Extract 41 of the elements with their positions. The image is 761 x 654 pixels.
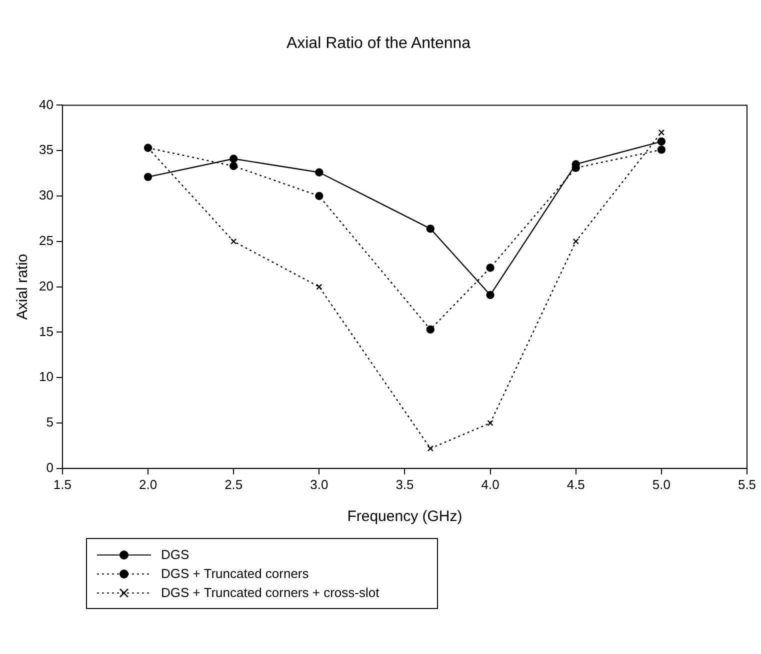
point (486, 290, 494, 300)
legend-label: DGS + Truncated corners (161, 566, 309, 581)
point (572, 238, 579, 244)
point (144, 172, 152, 182)
point (657, 137, 666, 146)
chart-title: Axial Ratio of the Antenna (286, 35, 471, 52)
y-axis-title: Axial ratio (14, 254, 32, 320)
x-axis-title: Frequency (GHz) (347, 508, 462, 526)
legend-label: DGS + Truncated corners + cross-slot (161, 585, 380, 600)
y-tick-label: 10 (38, 369, 54, 384)
point (315, 192, 324, 200)
x-tick-label: 4.5 (566, 476, 585, 492)
point (316, 284, 322, 290)
x-tick-label: 2.5 (224, 476, 243, 492)
y-tick-label: 35 (38, 142, 54, 158)
x-tick-label: 3.5 (396, 476, 414, 492)
y-tick-label: 20 (38, 278, 54, 294)
point (487, 420, 494, 426)
x-tick-label: 5.5 (738, 476, 756, 492)
x-tick-label: 5.0 (652, 476, 670, 492)
y-tick-label: 0 (46, 460, 54, 475)
y-tick-label: 30 (38, 188, 54, 203)
y-tick-label: 5 (46, 414, 54, 430)
point (427, 445, 434, 452)
point (426, 325, 434, 334)
point (426, 224, 434, 233)
legend-label: DGS (161, 547, 190, 562)
point (486, 264, 494, 272)
y-tick-label: 40 (38, 96, 54, 112)
point (657, 146, 666, 154)
y-tick-label: 15 (38, 324, 54, 339)
point (229, 154, 238, 163)
x-tick-label: 4.0 (481, 476, 500, 492)
point (315, 168, 324, 176)
x-tick-label: 1.5 (53, 476, 72, 492)
y-tick-label: 25 (38, 232, 54, 248)
point (230, 238, 237, 244)
x-tick-label: 2.0 (138, 476, 158, 492)
point (229, 162, 238, 170)
x-tick-label: 3.0 (310, 476, 328, 492)
point (658, 129, 665, 136)
